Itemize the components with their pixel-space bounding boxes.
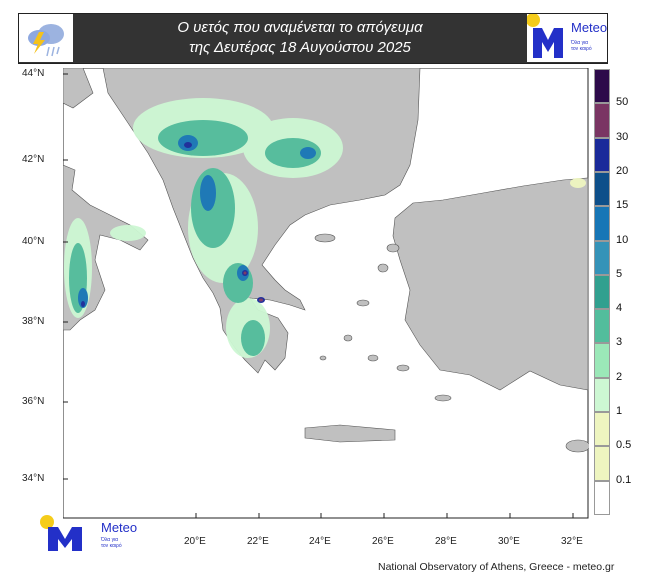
legend-level: 10 — [616, 233, 629, 246]
logo-name: Meteo — [571, 20, 608, 35]
legend-swatch — [594, 274, 610, 310]
legend-level: 3 — [616, 336, 623, 349]
lon-tick: 26°E — [372, 536, 394, 547]
title-line-2: της Δευτέρας 18 Αυγούστου 2025 — [189, 39, 411, 56]
title-banner: Ο υετός που αναμένεται το απόγευμα της Δ… — [18, 13, 608, 64]
legend-swatch — [594, 480, 610, 515]
legend-swatch — [594, 446, 610, 481]
legend-level: 15 — [616, 199, 629, 212]
legend-level: 1 — [616, 405, 623, 418]
legend-level: 30 — [616, 130, 629, 143]
credit-text: National Observatory of Athens, Greece -… — [378, 561, 615, 573]
legend-level: 50 — [616, 96, 629, 109]
lon-tick: 32°E — [561, 536, 583, 547]
legend-level: 0.1 — [616, 473, 632, 486]
islands — [314, 233, 589, 453]
italy-north — [63, 68, 94, 109]
lat-tick: 44°N — [22, 68, 45, 79]
legend-level: 5 — [616, 267, 623, 280]
legend-swatch — [594, 137, 610, 172]
lat-tick: 36°N — [22, 396, 45, 407]
precipitation-field — [64, 98, 586, 358]
lat-tick: 38°N — [22, 316, 45, 327]
legend-swatch — [594, 240, 610, 275]
legend-level: 20 — [616, 164, 629, 177]
turkey — [392, 177, 589, 391]
legend-swatch — [594, 206, 610, 241]
legend-swatch — [594, 69, 610, 104]
legend-swatch — [594, 412, 610, 447]
lon-tick: 28°E — [435, 536, 457, 547]
ticks — [63, 73, 574, 518]
lon-tick: 30°E — [498, 536, 520, 547]
crete — [304, 424, 396, 443]
lon-tick: 20°E — [184, 536, 206, 547]
legend-level: 4 — [616, 302, 623, 315]
precipitation-map — [63, 68, 589, 519]
legend-level: 0.5 — [616, 439, 632, 452]
page-title: Ο υετός που αναμένεται το απόγευμα της Δ… — [73, 18, 527, 58]
logo-tagline: Όλα για τον καιρό — [571, 40, 592, 52]
legend-swatch — [594, 171, 610, 207]
legend-swatch — [594, 103, 610, 138]
meteo-logo: Meteo Όλα για τον καιρό — [526, 13, 608, 62]
legend-swatch — [594, 343, 610, 378]
lat-tick: 42°N — [22, 154, 45, 165]
lat-tick: 34°N — [22, 473, 45, 484]
legend-level: 2 — [616, 370, 623, 383]
lat-tick: 40°N — [22, 236, 45, 247]
lon-tick: 24°E — [309, 536, 331, 547]
title-line-1: Ο υετός που αναμένεται το απόγευμα — [177, 19, 423, 36]
rain-thunder-cloud-icon — [19, 14, 73, 62]
meteo-logo-bottom: Meteo Όλα για τον καιρό — [40, 515, 140, 555]
legend-swatch — [594, 309, 610, 344]
lon-tick: 22°E — [247, 536, 269, 547]
legend-swatch — [594, 377, 610, 413]
